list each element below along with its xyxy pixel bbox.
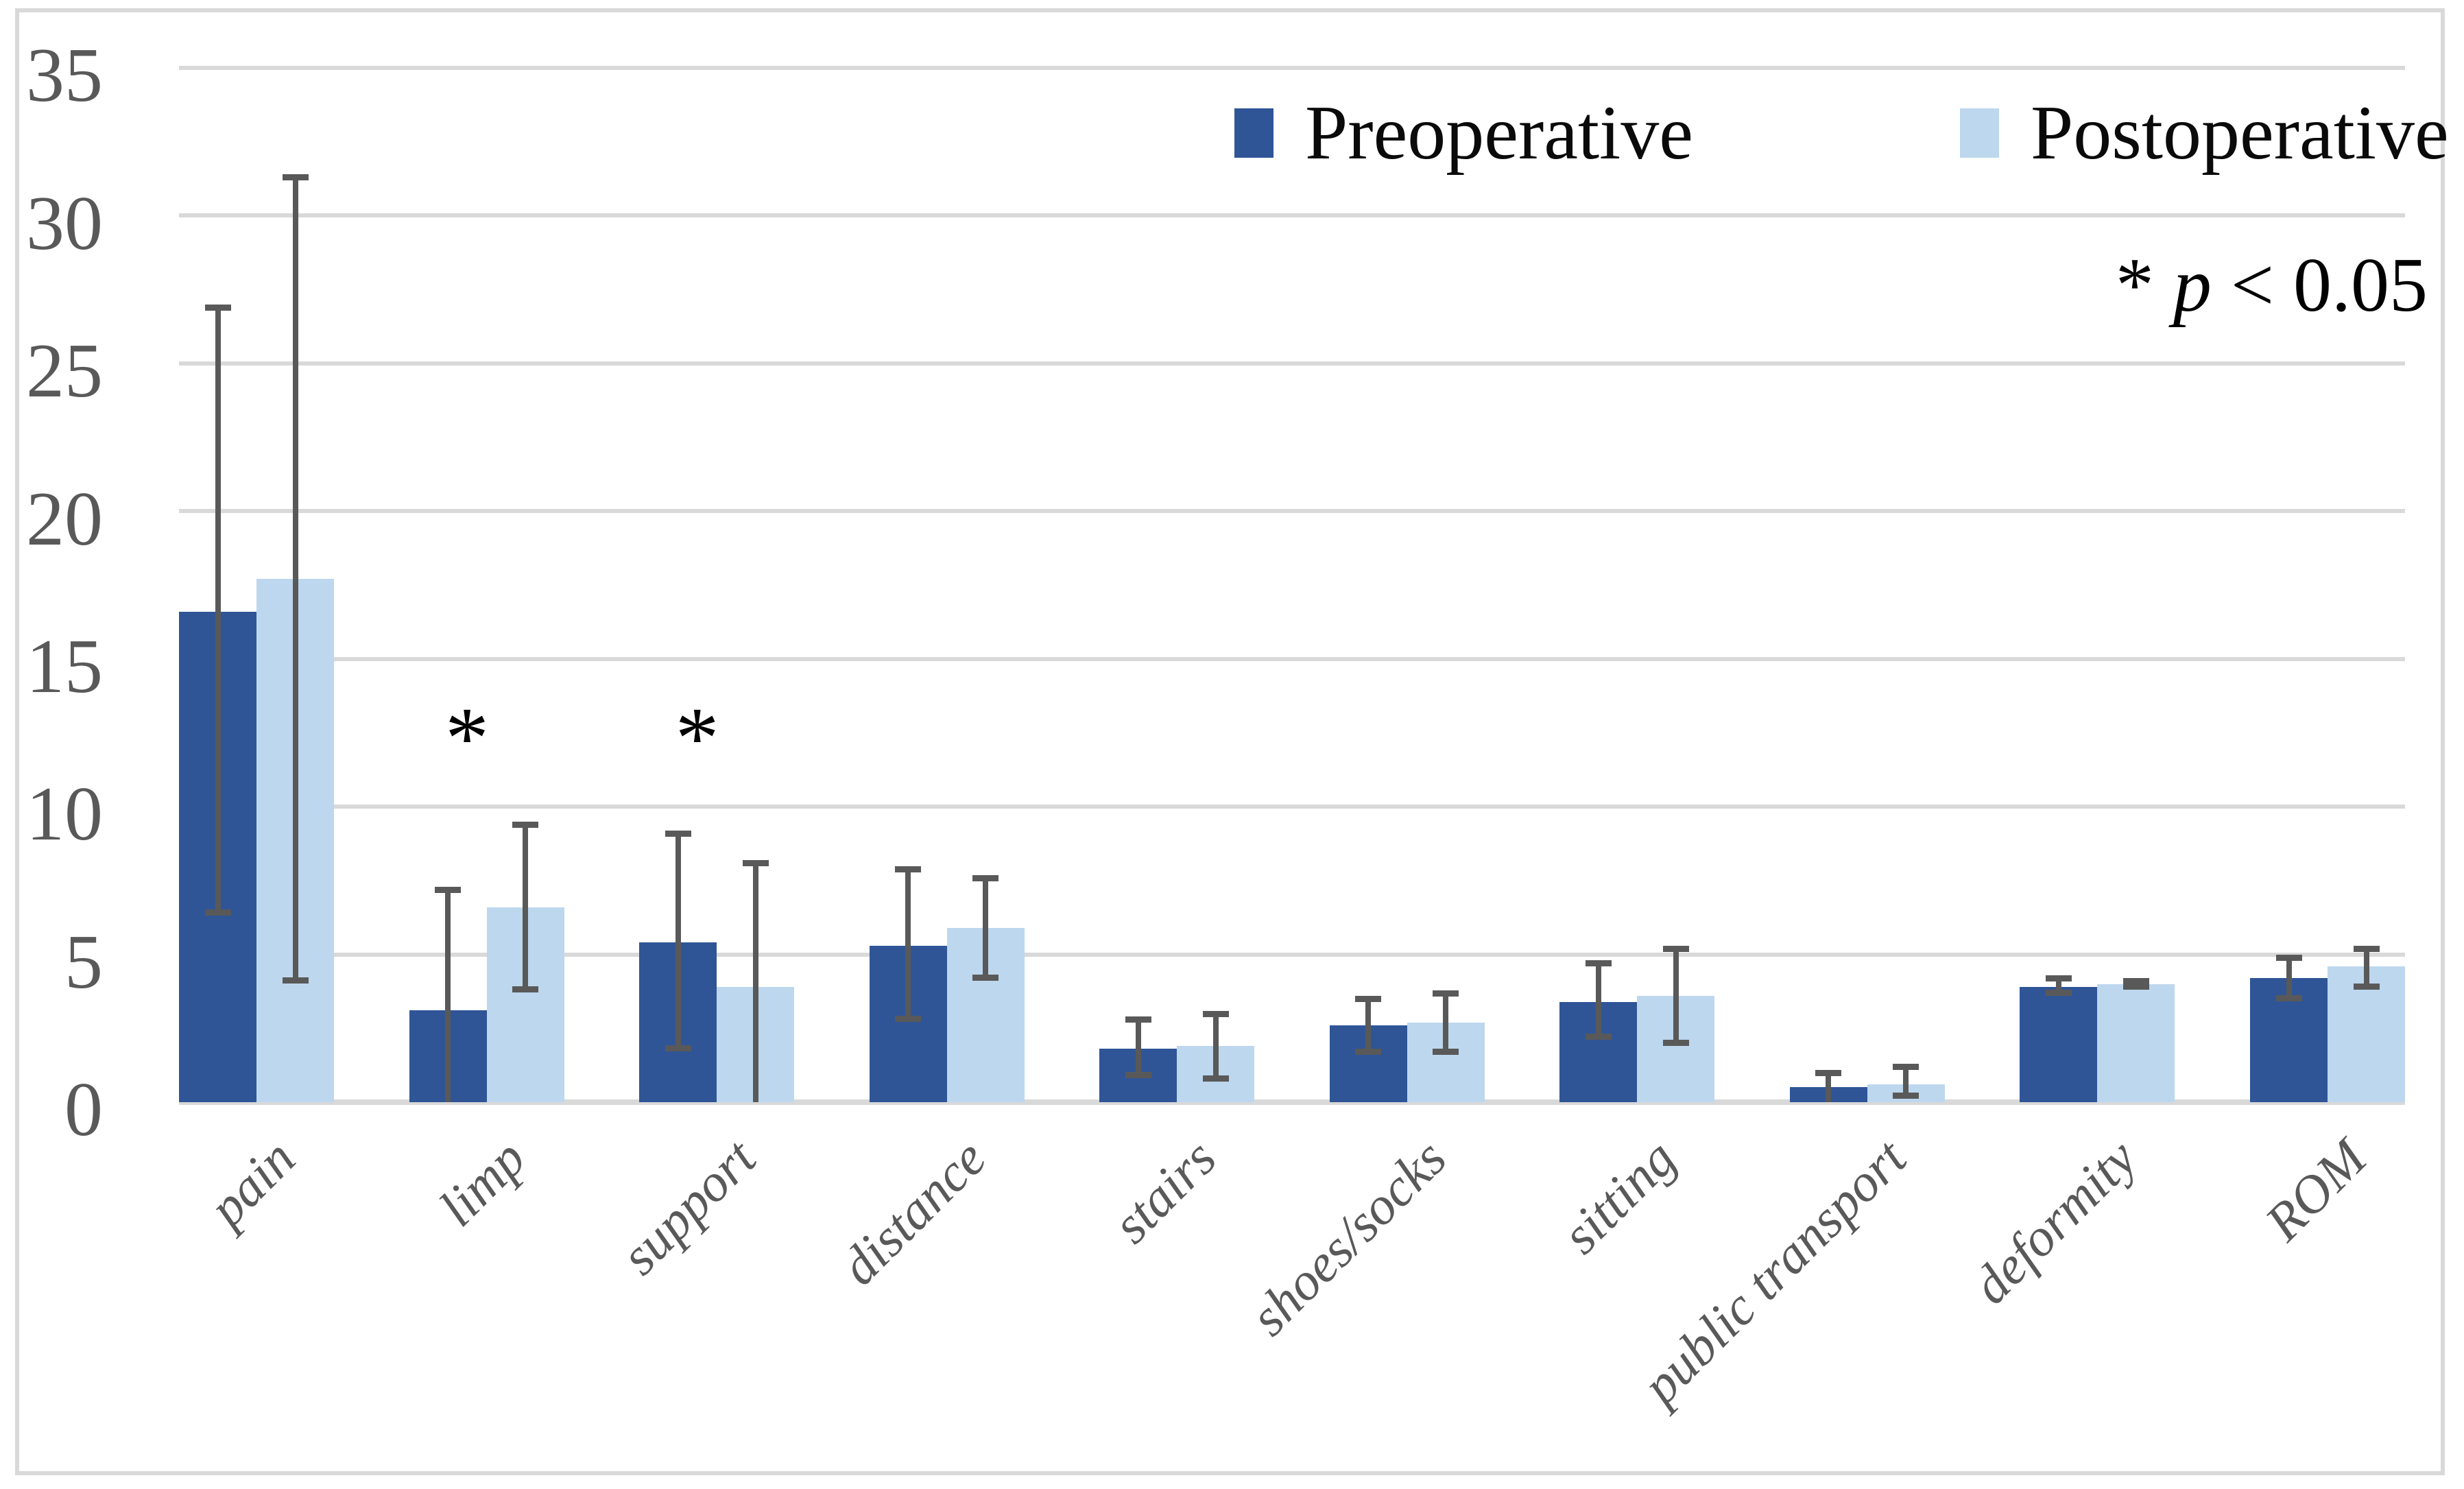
- error-bar-preoperative: [675, 833, 681, 1049]
- error-cap-bottom: [1355, 1048, 1382, 1055]
- bar-postoperative-deformity: [2097, 984, 2175, 1102]
- gridline-15: [179, 656, 2405, 661]
- error-cap-bottom: [1893, 1093, 1919, 1099]
- error-cap-bottom: [2275, 995, 2302, 1002]
- y-tick-label-35: 35: [26, 33, 103, 119]
- error-cap-top: [2122, 978, 2149, 985]
- error-cap-top: [1202, 1010, 1229, 1017]
- y-tick-label-0: 0: [64, 1067, 103, 1153]
- gridline-20: [179, 509, 2405, 514]
- error-bar-preoperative: [2055, 978, 2061, 993]
- error-bar-preoperative: [1135, 1019, 1141, 1076]
- error-cap-bottom: [972, 975, 999, 981]
- legend-swatch-preoperative: [1234, 108, 1273, 158]
- significance-star-support: *: [675, 689, 719, 787]
- gridline-35: [179, 66, 2405, 70]
- error-cap-top: [972, 874, 999, 881]
- error-bar-postoperative: [1443, 992, 1449, 1052]
- error-cap-bottom: [1662, 1039, 1689, 1046]
- gridline-10: [179, 805, 2405, 809]
- error-cap-top: [1433, 990, 1459, 997]
- error-cap-bottom: [1585, 1034, 1612, 1040]
- error-cap-top: [1815, 1069, 1842, 1076]
- error-bar-postoperative: [1212, 1013, 1219, 1079]
- error-cap-bottom: [665, 1045, 691, 1052]
- gridline-5: [179, 952, 2405, 957]
- error-cap-top: [435, 886, 462, 893]
- error-cap-bottom: [1202, 1075, 1229, 1082]
- error-cap-top: [1893, 1064, 1919, 1071]
- chart-border: [15, 8, 2445, 1475]
- error-bar-preoperative: [1365, 999, 1372, 1052]
- error-bar-postoperative: [523, 824, 529, 990]
- gridline-30: [179, 213, 2405, 218]
- significance-note-threshold: < 0.05: [2211, 243, 2428, 328]
- error-bar-preoperative: [1595, 963, 1601, 1038]
- bar-preoperative-deformity: [2020, 986, 2098, 1102]
- legend-item-preoperative: Preoperative: [1234, 95, 1693, 171]
- error-cap-top: [1585, 960, 1612, 967]
- error-bar-preoperative: [445, 889, 451, 1102]
- significance-note: * p < 0.05: [2116, 247, 2428, 324]
- error-cap-top: [2353, 945, 2380, 952]
- error-cap-bottom: [895, 1016, 922, 1023]
- legend-swatch-postoperative: [1960, 108, 1999, 158]
- error-cap-top: [2275, 954, 2302, 961]
- x-axis-line: [179, 1099, 2405, 1105]
- error-cap-bottom: [204, 909, 231, 916]
- y-tick-label-25: 25: [26, 329, 103, 414]
- error-cap-bottom: [1125, 1072, 1151, 1079]
- y-tick-label-20: 20: [26, 476, 103, 562]
- error-cap-bottom: [2122, 983, 2149, 990]
- error-bar-postoperative: [2363, 948, 2369, 987]
- error-cap-top: [742, 860, 769, 866]
- significance-note-p: p: [2173, 243, 2212, 328]
- error-bar-preoperative: [2286, 957, 2292, 999]
- significance-star-limp: *: [445, 689, 490, 787]
- error-cap-top: [2045, 975, 2072, 982]
- gridline-25: [179, 361, 2405, 366]
- error-cap-bottom: [1433, 1048, 1459, 1055]
- error-cap-bottom: [512, 986, 539, 993]
- error-bar-preoperative: [215, 307, 221, 914]
- significance-note-star: *: [2115, 243, 2173, 328]
- error-cap-top: [1355, 996, 1382, 1003]
- error-bar-postoperative: [983, 877, 989, 979]
- error-cap-bottom: [2045, 989, 2072, 996]
- error-bar-preoperative: [1826, 1072, 1832, 1102]
- legend-label-postoperative: Postoperative: [2031, 91, 2449, 176]
- error-bar-postoperative: [1673, 948, 1679, 1043]
- error-bar-preoperative: [905, 868, 911, 1020]
- error-cap-top: [512, 821, 539, 828]
- error-bar-postoperative: [292, 177, 298, 981]
- error-cap-top: [204, 304, 231, 311]
- error-cap-bottom: [2353, 983, 2380, 990]
- y-tick-label-5: 5: [64, 919, 103, 1005]
- error-bar-postoperative: [752, 863, 758, 1102]
- error-cap-top: [1662, 945, 1689, 952]
- y-tick-label-30: 30: [26, 180, 103, 266]
- error-cap-top: [282, 174, 309, 181]
- error-cap-top: [895, 866, 922, 872]
- legend-label-preoperative: Preoperative: [1305, 91, 1693, 176]
- error-cap-top: [665, 830, 691, 837]
- error-cap-bottom: [282, 977, 309, 984]
- error-bar-postoperative: [1903, 1067, 1909, 1097]
- error-cap-top: [1125, 1016, 1151, 1023]
- legend-item-postoperative: Postoperative: [1960, 95, 2449, 171]
- y-tick-label-10: 10: [26, 772, 103, 857]
- y-tick-label-15: 15: [26, 624, 103, 709]
